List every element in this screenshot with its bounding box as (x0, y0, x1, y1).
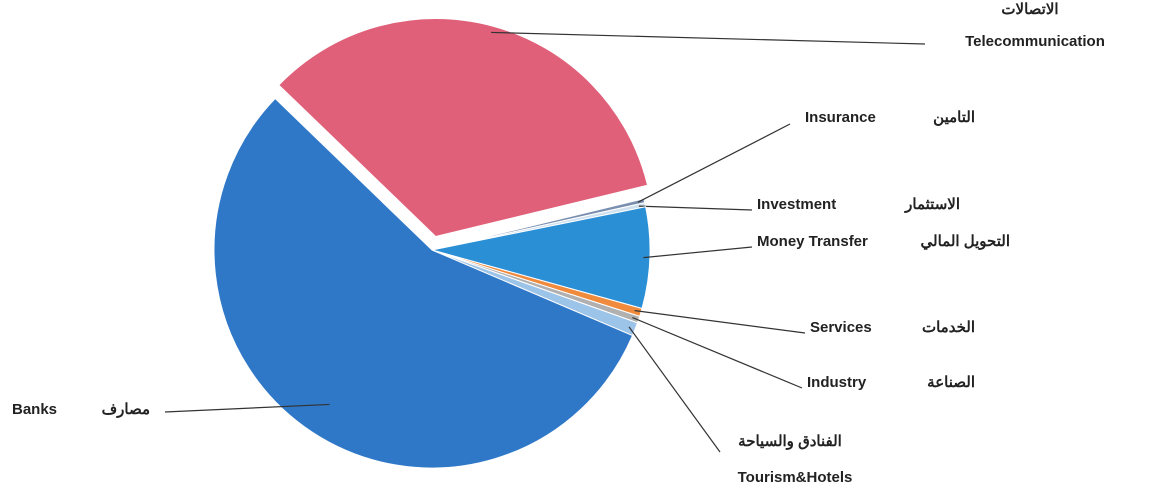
slice-label: Services (810, 319, 872, 336)
pie-slice (278, 18, 649, 238)
slice-label: Insurance (805, 109, 876, 126)
leader-line (638, 205, 753, 211)
leader-line (628, 326, 721, 453)
leader-line (632, 316, 803, 389)
slice-label-ar: التحويل المالي (921, 233, 1010, 251)
leader-line (164, 403, 330, 413)
pie-slice (431, 206, 651, 310)
slice-label: Telecommunication (965, 33, 1105, 50)
slice-label-ar: الاستثمار (904, 196, 960, 213)
slice-label: Tourism&Hotels (738, 469, 853, 486)
slice-label-ar: الخدمات (922, 319, 975, 336)
slice-label: Investment (757, 196, 836, 213)
leader-line (637, 123, 791, 203)
slice-label-ar: الصناعة (927, 374, 975, 391)
slice-label-ar: التامين (933, 109, 975, 126)
leader-line (643, 246, 753, 259)
pie-slice (213, 97, 634, 469)
slice-label-ar: مصارف (102, 401, 150, 418)
slice-label: Banks (12, 401, 57, 418)
slice-label-ar: الاتصالات (1001, 1, 1058, 18)
slice-label: Industry (807, 374, 867, 391)
leader-line (491, 31, 926, 45)
leader-line (634, 309, 806, 334)
slice-label: Money Transfer (757, 233, 868, 250)
slice-label-ar: الفنادق والسياحة (738, 433, 842, 450)
